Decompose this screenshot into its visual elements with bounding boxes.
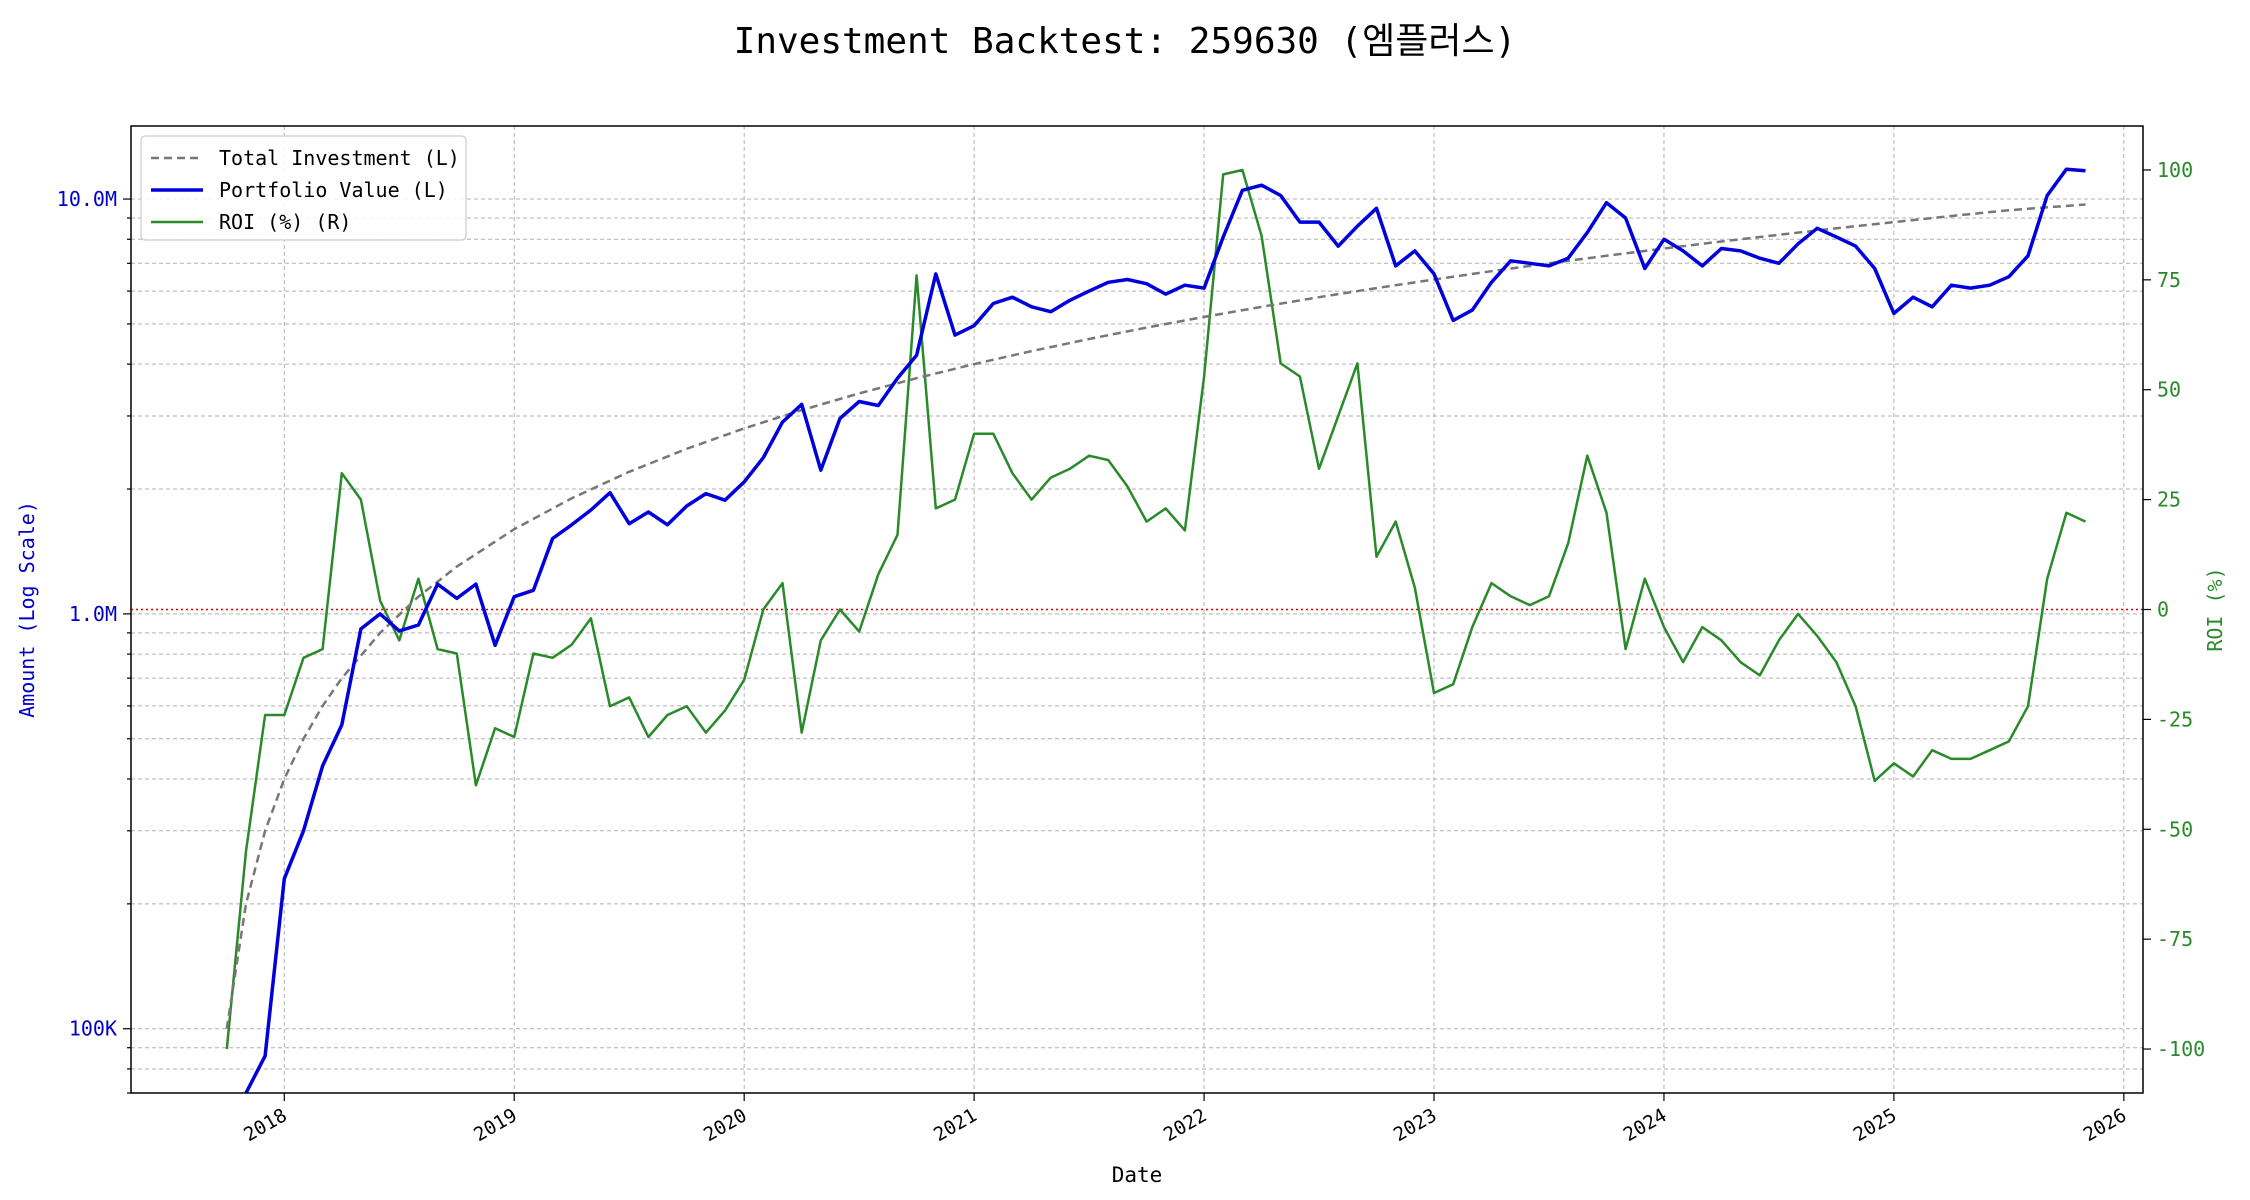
y-right-tick-label: -75 bbox=[2157, 927, 2193, 951]
y-right-tick-label: 50 bbox=[2157, 378, 2181, 402]
y-left-tick-label: 1.0M bbox=[69, 602, 117, 626]
roi-line bbox=[225, 168, 2087, 1050]
y-left-axis-label: Amount (Log Scale) bbox=[15, 501, 39, 718]
x-axis-label: Date bbox=[1112, 1163, 1163, 1187]
series-layer bbox=[131, 167, 2143, 1093]
x-tick-label: 2021 bbox=[930, 1104, 981, 1146]
x-tick-label: 2019 bbox=[470, 1104, 521, 1146]
y-right-tick-label: -25 bbox=[2157, 707, 2193, 731]
legend: Total Investment (L) Portfolio Value (L) R… bbox=[140, 135, 467, 241]
x-tick-label: 2022 bbox=[1160, 1104, 1211, 1146]
x-tick-label: 2018 bbox=[240, 1104, 291, 1146]
x-tick-label: 2024 bbox=[1620, 1104, 1671, 1146]
x-tick-label: 2025 bbox=[1850, 1104, 1901, 1146]
legend-label: ROI (%) (R) bbox=[219, 210, 351, 234]
y-right-tick-label: -100 bbox=[2157, 1037, 2205, 1061]
y-right-tick-label: 75 bbox=[2157, 268, 2181, 292]
y-right-tick-label: 25 bbox=[2157, 488, 2181, 512]
x-tick-label: 2020 bbox=[700, 1104, 751, 1146]
y-right-tick-label: 100 bbox=[2157, 158, 2193, 182]
grid bbox=[131, 126, 2143, 1094]
legend-label: Total Investment (L) bbox=[219, 146, 460, 170]
x-tick-label: 2023 bbox=[1390, 1104, 1441, 1146]
y-right-axis-label: ROI (%) bbox=[2203, 567, 2227, 651]
total-investment-line bbox=[225, 203, 2086, 1029]
portfolio-value-line bbox=[244, 167, 2086, 1093]
legend-label: Portfolio Value (L) bbox=[219, 178, 448, 202]
y-left-tick-label: 10.0M bbox=[57, 187, 117, 211]
chart-title: Investment Backtest: 259630 (엠플러스) bbox=[733, 21, 1517, 62]
legend-box bbox=[140, 135, 467, 241]
y-left-tick-label: 100K bbox=[69, 1017, 117, 1041]
y-right-tick-label: 0 bbox=[2157, 598, 2169, 622]
y-right-tick-label: -50 bbox=[2157, 817, 2193, 841]
x-tick-label: 2026 bbox=[2080, 1104, 2131, 1146]
